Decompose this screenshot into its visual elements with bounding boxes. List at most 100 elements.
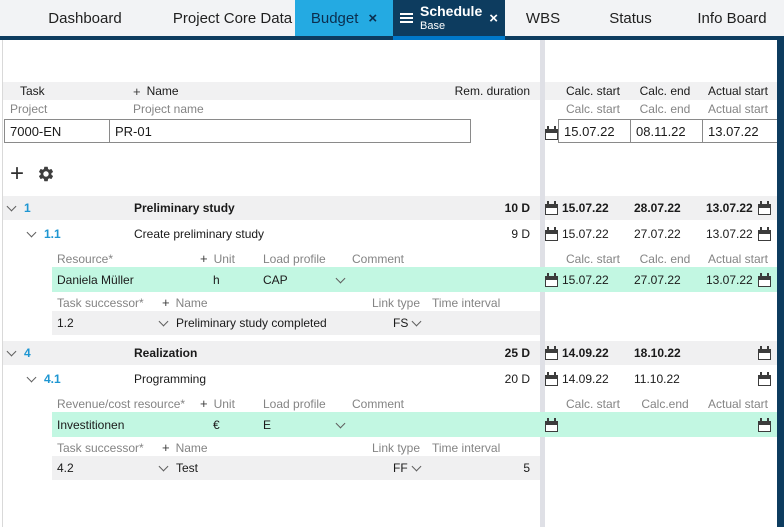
chevron-down-icon[interactable] bbox=[26, 367, 42, 391]
grid-toolbar: + bbox=[10, 160, 55, 188]
task-name: Create preliminary study bbox=[134, 227, 265, 241]
link-type-value[interactable]: FS bbox=[393, 316, 409, 330]
resource-name[interactable]: Investitionen bbox=[57, 417, 125, 432]
load-profile-value[interactable]: CAP bbox=[263, 272, 288, 287]
add-column-icon[interactable]: + bbox=[133, 83, 141, 99]
chevron-down-icon[interactable] bbox=[6, 341, 22, 365]
chevron-down-icon[interactable] bbox=[335, 412, 349, 437]
link-type-value[interactable]: FF bbox=[393, 461, 408, 475]
resource-row[interactable]: Investitionen € E bbox=[0, 412, 777, 437]
successor-row[interactable]: 4.2 Test FF 5 bbox=[0, 456, 777, 480]
add-task-button[interactable]: + bbox=[10, 160, 25, 187]
successor-id[interactable]: 1.2 bbox=[57, 316, 74, 330]
chevron-down-icon[interactable] bbox=[158, 456, 172, 480]
close-icon[interactable]: × bbox=[368, 9, 378, 27]
calendar-icon[interactable] bbox=[545, 222, 560, 246]
actual-start-value: 13.07.22 bbox=[706, 201, 753, 215]
tab-info-board[interactable]: Info Board bbox=[680, 0, 784, 36]
resource-unit[interactable]: € bbox=[213, 417, 220, 432]
task-row[interactable]: 4.1 Programming 20 D 14.09.22 11.10.22 bbox=[0, 367, 777, 391]
unit-label[interactable]: + Unit bbox=[200, 251, 235, 266]
time-interval-value[interactable] bbox=[460, 311, 530, 335]
successor-name[interactable]: Test bbox=[176, 461, 199, 475]
calc-end-value: 28.07.22 bbox=[634, 201, 681, 215]
tab-budget[interactable]: Budget × bbox=[295, 0, 393, 36]
tab-status[interactable]: Status bbox=[581, 0, 680, 36]
tab-wbs[interactable]: WBS bbox=[505, 0, 581, 36]
calendar-icon[interactable] bbox=[758, 196, 773, 220]
tab-label: Project Core Data bbox=[172, 9, 293, 27]
col-name[interactable]: + Name bbox=[133, 83, 179, 99]
chevron-down-icon[interactable] bbox=[411, 311, 425, 335]
calc-start-value: 15.07.22 bbox=[562, 272, 609, 287]
close-icon[interactable]: × bbox=[489, 9, 498, 27]
task-duration: 10 D bbox=[504, 201, 530, 215]
calendar-icon[interactable] bbox=[545, 341, 560, 365]
chevron-down-icon[interactable] bbox=[6, 196, 22, 220]
resource-unit[interactable]: h bbox=[213, 272, 220, 287]
calendar-icon[interactable] bbox=[758, 367, 773, 391]
tab-bar: Dashboard Project Core Data Budget × Sch… bbox=[0, 0, 784, 40]
col-task: Task bbox=[20, 84, 45, 98]
add-column-icon[interactable]: + bbox=[200, 251, 208, 266]
name-label[interactable]: + Name bbox=[162, 440, 208, 455]
time-interval-value[interactable]: 5 bbox=[523, 461, 530, 475]
tab-label: Budget bbox=[310, 9, 359, 27]
menu-icon[interactable] bbox=[399, 13, 413, 23]
chevron-down-icon[interactable] bbox=[158, 311, 172, 335]
calendar-icon[interactable] bbox=[545, 196, 560, 220]
add-column-icon[interactable]: + bbox=[200, 396, 208, 411]
row-background bbox=[52, 267, 777, 292]
project-name-field[interactable] bbox=[109, 119, 471, 143]
calc-end-value: 11.10.22 bbox=[634, 372, 680, 386]
add-column-icon[interactable]: + bbox=[162, 440, 170, 455]
tab-label: WBS bbox=[525, 9, 561, 27]
project-id-field[interactable] bbox=[4, 119, 110, 143]
resource-header-row: Revenue/cost resource* + Unit Load profil… bbox=[0, 395, 777, 412]
summary-task-row[interactable]: 4 Realization 25 D 14.09.22 18.10.22 bbox=[0, 341, 777, 365]
project-actual-start-field[interactable] bbox=[702, 119, 778, 143]
calc-start-label: Calc. start bbox=[565, 101, 620, 116]
vertical-scrollbar[interactable] bbox=[777, 40, 784, 527]
calendar-icon[interactable] bbox=[545, 412, 560, 437]
unit-label[interactable]: + Unit bbox=[200, 396, 235, 411]
calc-start-label: Calc. start bbox=[565, 396, 620, 411]
tab-dashboard[interactable]: Dashboard bbox=[0, 0, 170, 36]
schedule-panel: Task + Name Rem. duration Calc. start Cal… bbox=[0, 40, 784, 527]
calendar-icon[interactable] bbox=[758, 267, 773, 292]
calc-end-value: 18.10.22 bbox=[634, 346, 681, 360]
chevron-down-icon[interactable] bbox=[26, 222, 42, 246]
actual-start-value: 13.07.22 bbox=[706, 227, 753, 241]
calendar-icon[interactable] bbox=[545, 367, 560, 391]
calendar-icon[interactable] bbox=[545, 267, 560, 292]
calc-start-value: 14.09.22 bbox=[562, 372, 609, 386]
successor-row[interactable]: 1.2 Preliminary study completed FS bbox=[0, 311, 777, 335]
row-background bbox=[3, 341, 777, 365]
project-calc-start-field[interactable] bbox=[558, 119, 631, 143]
calendar-icon[interactable] bbox=[758, 412, 773, 437]
resource-name[interactable]: Daniela Müller bbox=[57, 272, 134, 287]
name-label[interactable]: + Name bbox=[162, 295, 208, 310]
task-row[interactable]: 1.1 Create preliminary study 9 D 15.07.2… bbox=[0, 222, 777, 246]
successor-id[interactable]: 4.2 bbox=[57, 461, 74, 475]
row-background bbox=[52, 311, 540, 335]
calc-end-label: Calc. end bbox=[639, 101, 691, 116]
header-background bbox=[3, 82, 777, 100]
chevron-down-icon[interactable] bbox=[335, 267, 349, 292]
tab-project-core-data[interactable]: Project Core Data bbox=[170, 0, 295, 36]
calendar-icon[interactable] bbox=[758, 222, 773, 246]
add-column-icon[interactable]: + bbox=[162, 295, 170, 310]
resource-row[interactable]: Daniela Müller h CAP 15.07.22 27.07.22 1… bbox=[0, 267, 777, 292]
successor-name[interactable]: Preliminary study completed bbox=[176, 316, 327, 330]
project-calc-end-field[interactable] bbox=[630, 119, 703, 143]
settings-gear-icon[interactable] bbox=[37, 165, 55, 183]
tab-schedule-active[interactable]: Schedule Base × bbox=[393, 0, 505, 40]
chevron-down-icon[interactable] bbox=[411, 456, 425, 480]
calendar-icon[interactable] bbox=[545, 120, 560, 145]
col-actual-start: Actual start bbox=[707, 84, 769, 98]
task-wbs: 4 bbox=[24, 346, 31, 360]
task-successor-label: Task successor* bbox=[57, 295, 144, 310]
calendar-icon[interactable] bbox=[758, 341, 773, 365]
load-profile-value[interactable]: E bbox=[263, 417, 272, 432]
summary-task-row[interactable]: 1 Preliminary study 10 D 15.07.22 28.07.… bbox=[0, 196, 777, 220]
